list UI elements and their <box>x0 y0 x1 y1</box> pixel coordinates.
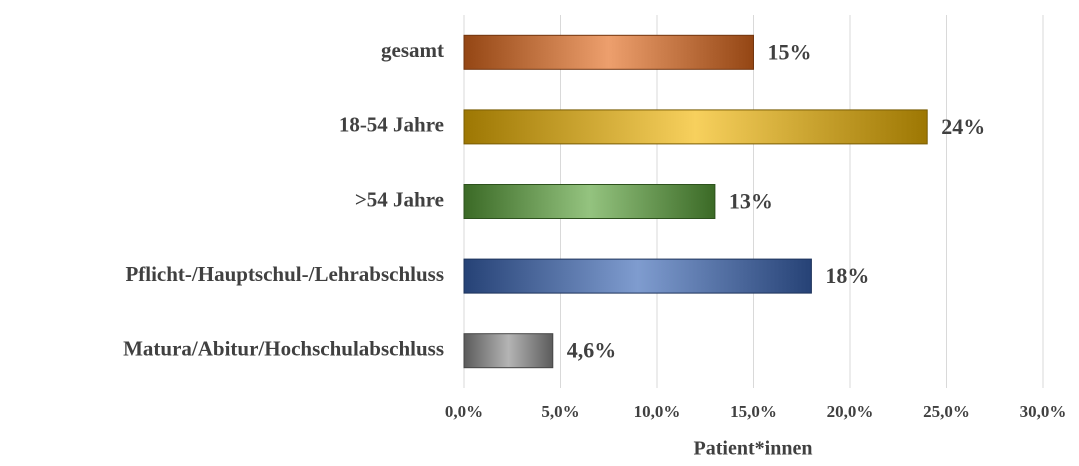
y-tick-label: 18-54 Jahre <box>339 113 444 137</box>
bar <box>463 109 928 145</box>
x-tick-label: 15,0% <box>730 402 777 421</box>
bar <box>463 333 554 369</box>
value-label: 13% <box>729 189 773 214</box>
x-tick-label: 5,0% <box>541 402 579 421</box>
bar <box>463 258 812 294</box>
value-label: 18% <box>825 263 869 288</box>
x-tick-label: 20,0% <box>827 402 874 421</box>
value-label: 15% <box>768 39 812 64</box>
x-tick-label: 25,0% <box>923 402 970 421</box>
y-tick-label: gesamt <box>381 38 444 62</box>
x-axis-label: Patient*innen <box>694 438 813 460</box>
y-tick-label: >54 Jahre <box>355 187 444 211</box>
x-tick-label: 10,0% <box>634 402 681 421</box>
value-label: 24% <box>941 114 985 139</box>
y-tick-label: Matura/Abitur/Hochschulabschluss <box>123 337 444 361</box>
y-tick-label: Pflicht-/Hauptschul-/Lehrabschluss <box>125 262 444 286</box>
value-label: 4,6% <box>567 338 617 363</box>
x-tick-label: 0,0% <box>445 402 483 421</box>
bar <box>463 34 754 70</box>
bar <box>463 184 716 219</box>
x-tick-label: 30,0% <box>1020 402 1067 421</box>
